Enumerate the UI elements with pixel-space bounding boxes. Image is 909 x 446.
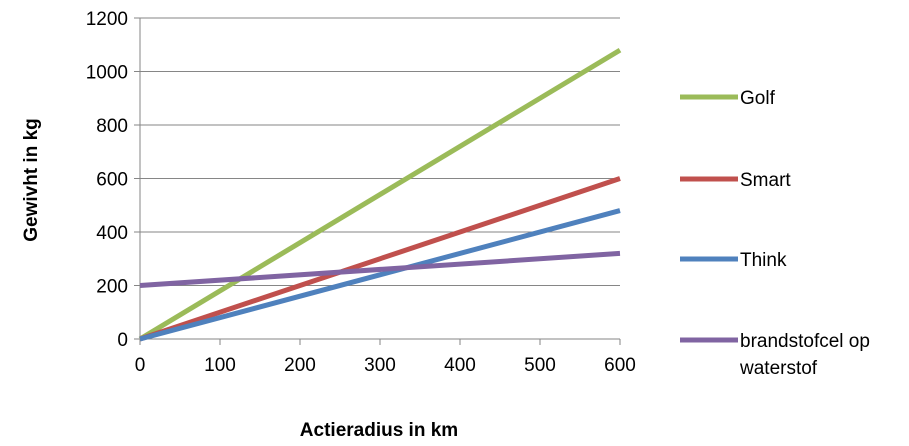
x-tick-label: 400 (444, 355, 476, 376)
y-tick-label: 0 (117, 330, 128, 351)
x-tick-label: 500 (524, 355, 556, 376)
tick-labels: 0 200 400 600 800 1000 1200 0 100 200 300 400 500 600 (86, 9, 636, 376)
series-lines (138, 47, 622, 342)
series-line-smart (139, 176, 621, 342)
legend-label-golf: Golf (740, 88, 776, 109)
legend-label-think: Think (740, 250, 787, 271)
legend-label-brandstofcel-op-waterstof: brandstofcel op waterstof (739, 331, 870, 379)
series-line-brandstofcel-op-waterstof (139, 250, 621, 288)
y-tick-label: 400 (96, 223, 128, 244)
x-tick-label: 600 (604, 355, 636, 376)
legend: Golf Smart Think brandstofcel op waterstof (680, 88, 870, 379)
x-tick-label: 300 (364, 355, 396, 376)
y-tick-label: 200 (96, 277, 128, 298)
x-tick-label: 0 (135, 355, 146, 376)
y-tick-label: 800 (96, 116, 128, 137)
x-axis-title: Actieradius in km (300, 420, 458, 441)
series-line-golf (138, 47, 622, 342)
y-tick-label: 1200 (86, 9, 128, 30)
y-tick-label: 600 (96, 170, 128, 191)
grid-lines (140, 17, 620, 286)
series-line-think (139, 208, 621, 342)
x-tick-label: 200 (284, 355, 316, 376)
legend-label-smart: Smart (740, 170, 791, 191)
y-axis-title: Gewivht in kg (21, 118, 42, 242)
y-tick-label: 1000 (86, 63, 128, 84)
x-tick-label: 100 (204, 355, 236, 376)
